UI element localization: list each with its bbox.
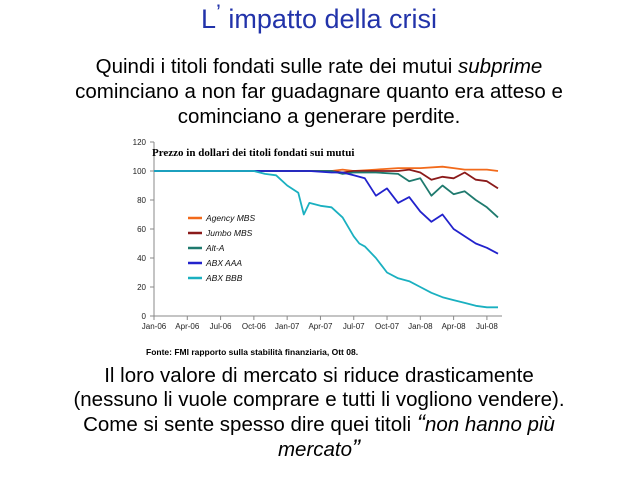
x-tick-label: Jan-08 [408,322,433,331]
open-quote: “ [416,410,425,437]
x-tick-label: Jul-06 [210,322,232,331]
conclusion-line-2: (nessuno li vuole comprare e tutti li vo… [73,388,565,411]
title-text: impatto della crisi [228,4,437,34]
x-tick-label: Oct-06 [242,322,267,331]
mortgage-securities-chart: 0 20 40 60 80 100 120 Jan-06 Apr-06 Jul-06 Oct-06… [133,138,502,331]
x-tick-label: Jan-06 [142,322,167,331]
subprime-term: subprime [458,55,543,78]
conclusion-line-1: Il loro valore di mercato si riduce dras… [104,364,534,387]
title-apostrophe: ’ [216,0,221,25]
series-line-abx-bbb [154,170,498,309]
chart-legend: Agency MBS Jumbo MBS Alt-A ABX AAA ABX BBB [188,213,255,283]
x-tick-label: Apr-06 [175,322,200,331]
series-lines [154,165,499,309]
y-tick-label: 0 [142,312,147,321]
series-line-abx-aaa [154,170,499,255]
intro-line-1-text: Quindi i titoli fondati sulle rate dei m… [95,55,459,78]
source-note: Fonte: FMI rapporto sulla stabilità fina… [146,347,359,357]
x-tick-label: Jul-07 [343,322,365,331]
legend-label: Agency MBS [205,213,255,223]
conclusion-line-3-text: Come si sente spesso dire quei titoli [83,413,417,436]
y-tick-label: 60 [137,225,146,234]
y-ticks: 0 20 40 60 80 100 120 [133,138,154,321]
slide-title: L’ impatto della crisi [0,0,638,35]
x-tick-label: Jan-07 [275,322,300,331]
y-tick-label: 80 [137,196,146,205]
y-tick-label: 40 [137,254,146,263]
x-tick-label: Oct-07 [375,322,400,331]
y-tick-label: 100 [133,167,147,176]
x-tick-label: Apr-08 [442,322,467,331]
chart-title: Prezzo in dollari dei titoli fondati sui… [152,147,354,159]
close-quote: ” [352,435,361,462]
x-tick-label: Jul-08 [476,322,498,331]
conclusion-line-3: Come si sente spesso dire quei titoli “n… [0,412,638,437]
market-word: mercato [277,438,353,461]
intro-paragraph: Quindi i titoli fondati sulle rate dei m… [0,54,638,129]
legend-label: ABX BBB [205,273,243,283]
x-tick-label: Apr-07 [308,322,333,331]
y-tick-label: 20 [137,283,146,292]
legend-label: ABX AAA [205,258,242,268]
conclusion-line-4: mercato” [0,437,638,462]
intro-line-2: cominciano a non far guadagnare quanto e… [75,80,563,103]
title-letter: L [200,4,217,34]
legend-label: Jumbo MBS [205,228,253,238]
conclusion-paragraph: Il loro valore di mercato si riduce dras… [0,364,638,462]
intro-line-3: cominciano a generare perdite. [177,105,461,128]
legend-label: Alt-A [205,243,225,253]
intro-line-1: Quindi i titoli fondati sulle rate dei m… [0,54,638,79]
no-market-phrase: non hanno più [424,413,555,436]
y-tick-label: 120 [133,138,147,147]
x-ticks: Jan-06 Apr-06 Jul-06 Oct-06 Jan-07 Apr-07 Jul-… [142,316,498,331]
